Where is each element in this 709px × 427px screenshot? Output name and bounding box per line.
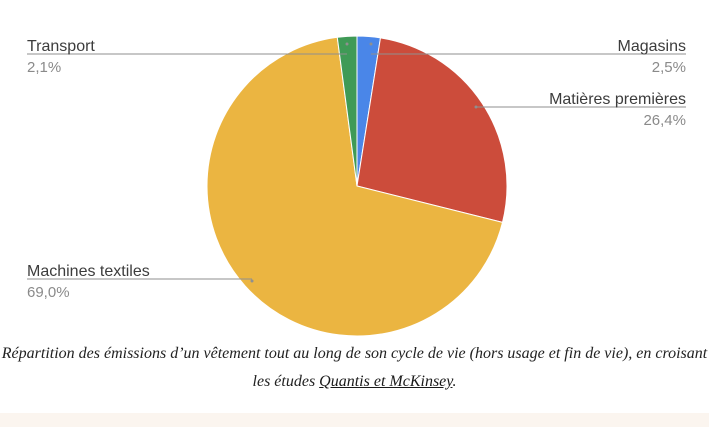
slice-value-magasins: 2,5% xyxy=(652,59,686,76)
caption-link[interactable]: Quantis et McKinsey xyxy=(319,373,453,390)
caption-text: Répartition des émissions d’un vêtement … xyxy=(1,345,708,390)
leader-dot-machines-textiles xyxy=(250,279,254,283)
slice-label-transport: Transport xyxy=(27,38,95,55)
slice-label-magasins: Magasins xyxy=(618,38,686,55)
figure-caption: Répartition des émissions d’un vêtement … xyxy=(0,340,709,396)
slice-label-machines-textiles: Machines textiles xyxy=(27,263,150,280)
leader-dot-magasins xyxy=(369,42,373,46)
pie-chart: Magasins 2,5% Matières premières 26,4% Machi… xyxy=(27,35,686,337)
slice-value-transport: 2,1% xyxy=(27,59,61,76)
footer-strip xyxy=(0,413,709,427)
leader-dot-mati-res-premi-res xyxy=(474,105,478,109)
caption-suffix: . xyxy=(452,373,457,390)
pie-slice-mati-res-premi-res xyxy=(356,37,508,223)
slice-label-mati-res-premi-res: Matières premières xyxy=(549,91,686,108)
leader-dot-transport xyxy=(345,42,349,46)
slice-value-machines-textiles: 69,0% xyxy=(27,284,70,301)
slice-value-mati-res-premi-res: 26,4% xyxy=(643,112,686,129)
pie-slice-transport xyxy=(336,35,358,187)
pie-slice-machines-textiles xyxy=(206,36,504,337)
